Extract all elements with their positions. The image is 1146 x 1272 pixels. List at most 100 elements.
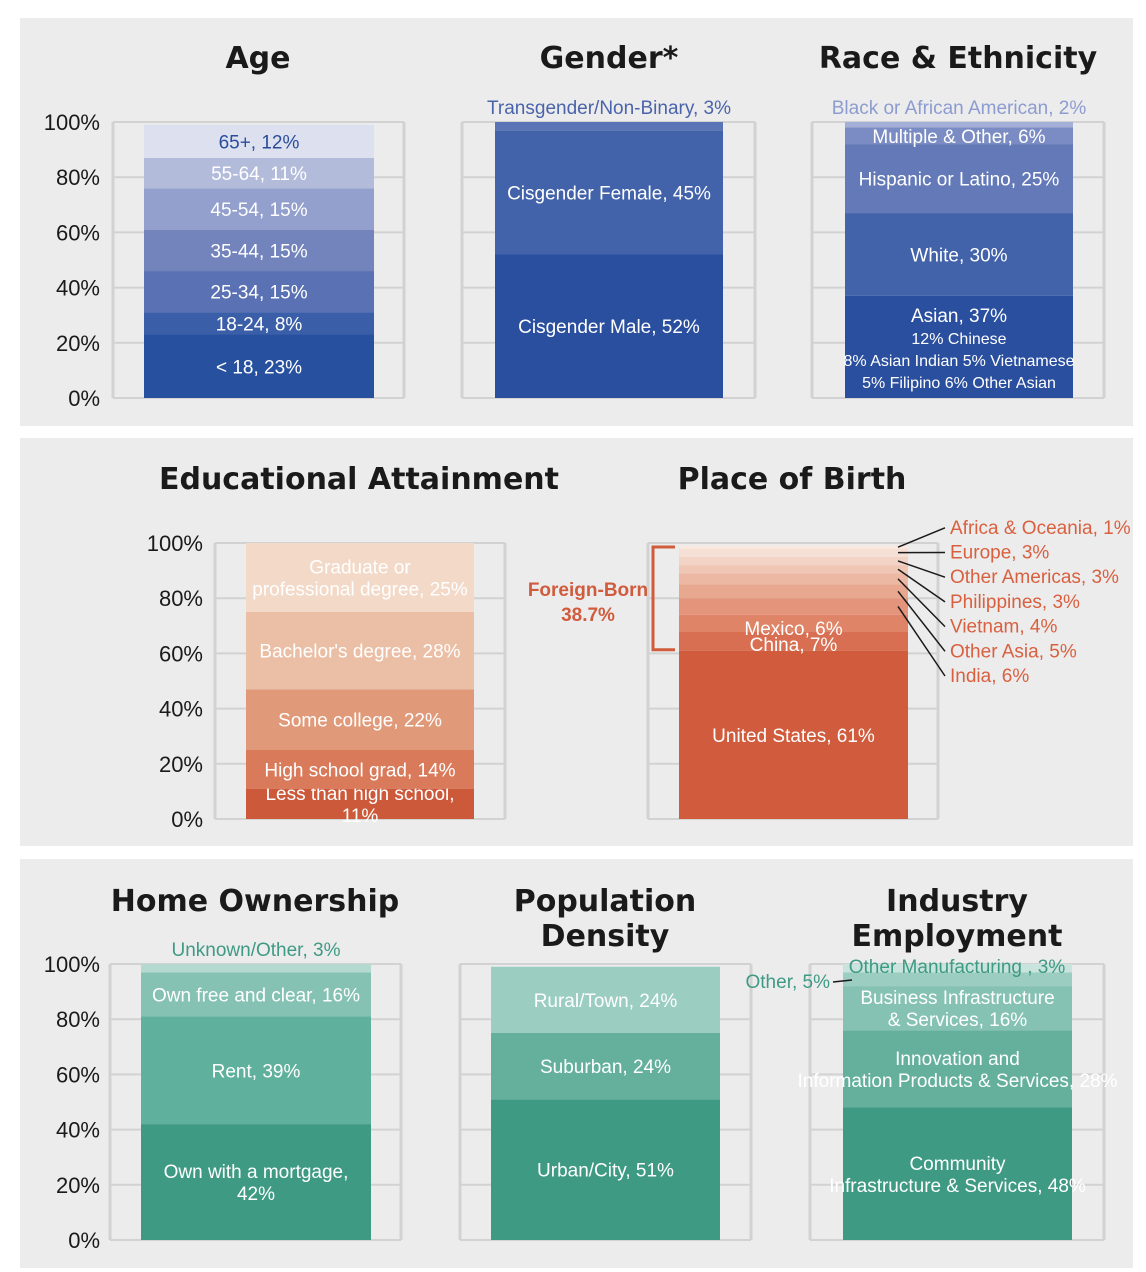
place-of-birth-outside-label: Europe, 3% bbox=[950, 543, 1049, 564]
population-density-segment-label: Rural/Town, 24% bbox=[534, 991, 678, 1012]
place-of-birth-segment-label: United States, 61% bbox=[712, 726, 875, 747]
educational-attainment-segment-label: 11% bbox=[342, 806, 379, 827]
industry-employment-leader-line bbox=[832, 979, 853, 983]
educational-attainment-segment-some-college-22 bbox=[246, 689, 474, 750]
place-of-birth-outside-label: Other Asia, 5% bbox=[950, 641, 1077, 662]
race-ethnicity-segment-sublabel: 5% Filipino 6% Other Asian bbox=[862, 375, 1056, 392]
home-ownership-tick-label: 60% bbox=[56, 1062, 100, 1087]
place-of-birth-leader-line bbox=[897, 590, 946, 652]
home-ownership-outside-label: Unknown/Other, 3% bbox=[172, 940, 341, 961]
educational-attainment-segment-label: Bachelor's degree, 28% bbox=[259, 642, 460, 663]
educational-attainment-segment-label: professional degree, 25% bbox=[252, 580, 468, 601]
density-chart-title-line1: Population bbox=[514, 884, 697, 919]
industry-employment-segment-label: Information Products & Services, 28% bbox=[798, 1071, 1118, 1092]
age-chart-title: Age bbox=[225, 41, 290, 76]
gender-segment-label: Cisgender Female, 45% bbox=[507, 183, 711, 204]
home-ownership-segment-rent-39 bbox=[141, 1016, 371, 1125]
home-ownership-tick-label: 100% bbox=[44, 952, 100, 977]
place-of-birth-segment-label: China, 7% bbox=[750, 635, 838, 656]
home-ownership-segment-label: Own free and clear, 16% bbox=[152, 985, 360, 1006]
industry-employment-outside-label: Other, 5% bbox=[746, 972, 831, 993]
race-ethnicity-segment-sublabel: 12% Chinese bbox=[911, 331, 1006, 348]
age-segment-label: 45-54, 15% bbox=[210, 200, 307, 221]
home-ownership-segment-label: Rent, 39% bbox=[212, 1061, 301, 1082]
gender-chart-title: Gender* bbox=[540, 41, 679, 76]
race-ethnicity-segment-hispanic-or-latino-25 bbox=[845, 144, 1073, 214]
age-segment-35-44-15 bbox=[144, 229, 374, 272]
educational-attainment-segment-label: Less than high school, bbox=[265, 784, 454, 805]
place-of-birth-outside-label: India, 6% bbox=[950, 666, 1029, 687]
education-chart-title: Educational Attainment bbox=[159, 462, 559, 497]
industry-employment-segment-label: & Services, 16% bbox=[888, 1010, 1027, 1031]
age-segment-18-24-8 bbox=[144, 312, 374, 335]
educational-attainment-tick-label: 100% bbox=[147, 531, 203, 556]
place-of-birth-outside-label: Africa & Oceania, 1% bbox=[950, 518, 1131, 539]
age-segment-label: 35-44, 15% bbox=[210, 241, 307, 262]
industry-employment-segment-community-infrastructure-services-48 bbox=[843, 1107, 1072, 1240]
gender-outside-label: Transgender/Non-Binary, 3% bbox=[487, 98, 731, 119]
age-segment-65-12 bbox=[144, 124, 374, 158]
race-ethnicity-segment-asian-37 bbox=[845, 295, 1073, 398]
educational-attainment-segment-label: High school grad, 14% bbox=[264, 760, 455, 781]
age-tick-label: 40% bbox=[56, 276, 100, 301]
age-segment-25-34-15 bbox=[144, 271, 374, 313]
home-ownership-segment-own-free-and-clear-16 bbox=[141, 972, 371, 1017]
place-of-birth-segment-africa-oceania-1 bbox=[679, 545, 908, 549]
home-ownership-tick-label: 40% bbox=[56, 1118, 100, 1143]
home-ownership-segment-label: Own with a mortgage, bbox=[164, 1162, 349, 1183]
educational-attainment-tick-label: 60% bbox=[159, 641, 203, 666]
home-ownership-tick-label: 0% bbox=[68, 1228, 100, 1253]
place-of-birth-annotation-value: 38.7% bbox=[561, 605, 615, 626]
age-tick-label: 60% bbox=[56, 220, 100, 245]
place-of-birth-segment-other-asia-5 bbox=[679, 584, 908, 599]
educational-attainment-segment-high-school-grad-14 bbox=[246, 750, 474, 789]
place-of-birth-segment-united-states-61 bbox=[679, 650, 908, 819]
age-tick-label: 100% bbox=[44, 110, 100, 135]
home-ownership-segment-own-with-a-mortgage-42 bbox=[141, 1124, 371, 1240]
home-ownership-tick-label: 80% bbox=[56, 1007, 100, 1032]
gender-segment-cisgender-female-45 bbox=[495, 130, 723, 255]
home-ownership-tick-label: 20% bbox=[56, 1173, 100, 1198]
age-tick-label: 20% bbox=[56, 331, 100, 356]
race-ethnicity-segment-label: Hispanic or Latino, 25% bbox=[859, 170, 1060, 191]
industry-employment-segment-other-5 bbox=[843, 972, 1072, 987]
population-density-segment-suburban-24 bbox=[491, 1033, 720, 1100]
industry-chart-title-line1: Industry bbox=[886, 884, 1028, 919]
place-of-birth-leader-line bbox=[897, 578, 946, 628]
place-of-birth-outside-label: Philippines, 3% bbox=[950, 592, 1080, 613]
place-of-birth-leader-line bbox=[897, 606, 946, 677]
gender-segment-transgender-non-binary-3 bbox=[495, 122, 723, 131]
density-chart-title-line2: Density bbox=[541, 919, 670, 954]
educational-attainment-segment-bachelor-s-degree-28 bbox=[246, 612, 474, 690]
place-of-birth-segment-other-americas-3 bbox=[679, 556, 908, 566]
race-ethnicity-segment-sublabel: 8% Asian Indian 5% Vietnamese bbox=[844, 353, 1075, 370]
race-ethnicity-segment-black-or-african-american-2 bbox=[845, 122, 1073, 128]
race-ethnicity-segment-label: White, 30% bbox=[910, 245, 1007, 266]
place-of-birth-foreign-born-bracket bbox=[651, 545, 675, 652]
place-of-birth-segment-india-6 bbox=[679, 598, 908, 615]
gender-segment-label: Cisgender Male, 52% bbox=[518, 317, 700, 338]
industry-employment-outside-label: Other Manufacturing , 3% bbox=[849, 957, 1066, 978]
race-ethnicity-outside-label: Black or African American, 2% bbox=[832, 98, 1087, 119]
place-of-birth-leader-line bbox=[897, 527, 946, 548]
educational-attainment-tick-label: 40% bbox=[159, 697, 203, 722]
home-ownership-chart-title: Home Ownership bbox=[111, 884, 399, 919]
place-of-birth-outside-label: Other Americas, 3% bbox=[950, 567, 1119, 588]
industry-employment-segment-other-manufacturing-3 bbox=[843, 964, 1072, 973]
industry-employment-segment-business-infrastructure-services-16 bbox=[843, 986, 1072, 1031]
industry-chart-title-line2: Employment bbox=[852, 919, 1063, 954]
birthplace-chart-title: Place of Birth bbox=[678, 462, 907, 497]
population-density-segment-label: Urban/City, 51% bbox=[537, 1161, 674, 1182]
place-of-birth-leader-line bbox=[897, 560, 946, 578]
educational-attainment-segment-label: Some college, 22% bbox=[278, 711, 442, 732]
age-tick-label: 0% bbox=[68, 386, 100, 411]
place-of-birth-segment-label: Mexico, 6% bbox=[744, 619, 842, 640]
age-tick-label: 80% bbox=[56, 165, 100, 190]
race-ethnicity-segment-white-30 bbox=[845, 213, 1073, 296]
educational-attainment-segment-less-than-high-school-11 bbox=[246, 788, 474, 819]
industry-employment-segment-label: Innovation and bbox=[895, 1049, 1020, 1070]
educational-attainment-segment-label: Graduate or bbox=[309, 558, 411, 579]
place-of-birth-segment-europe-3 bbox=[679, 548, 908, 557]
age-segment-18-23 bbox=[144, 334, 374, 398]
